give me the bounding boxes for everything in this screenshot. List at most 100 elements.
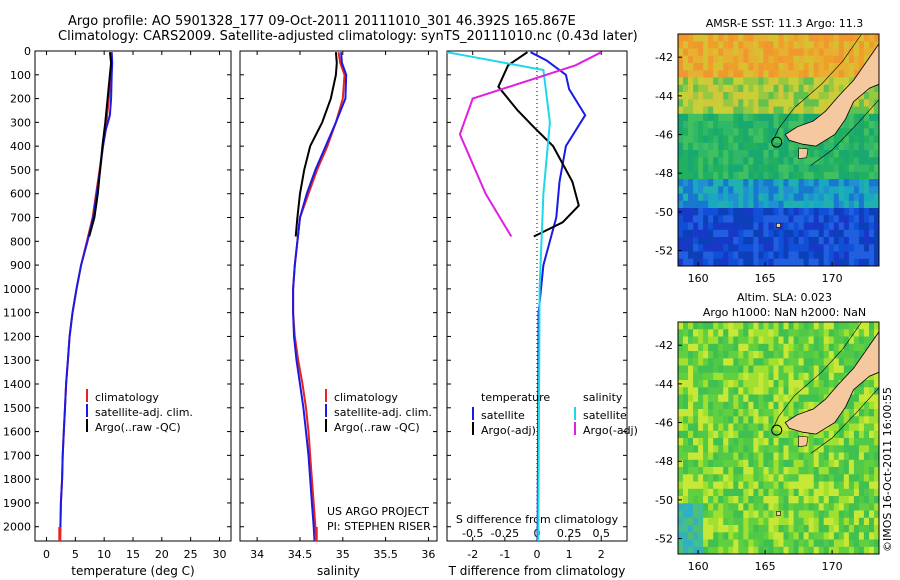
map-cell (813, 164, 820, 173)
map-cell (683, 525, 689, 533)
map-cell (758, 208, 764, 216)
map-cell (758, 416, 764, 424)
map-cell (763, 372, 769, 381)
map-cell (743, 251, 749, 260)
map-cell (833, 142, 840, 151)
map-cell (818, 48, 825, 57)
y-tick-label: 200 (10, 93, 31, 106)
map-cell (728, 322, 734, 330)
map-cell (738, 365, 744, 374)
map-cell (818, 467, 825, 475)
map-cell (688, 179, 694, 187)
map-cell (698, 208, 704, 216)
map-cell (874, 525, 880, 533)
map-cell (683, 92, 689, 100)
map-cell (793, 358, 799, 366)
map-cell (788, 438, 794, 446)
legend-label: Argo(..raw -QC) (95, 421, 181, 434)
map-cell (808, 430, 814, 439)
map-cell (813, 63, 820, 71)
map-cell (818, 380, 825, 388)
map-cell (728, 70, 734, 78)
map-cell (698, 510, 704, 519)
map-cell (773, 48, 779, 57)
map-cell (798, 84, 804, 93)
map-cell (838, 150, 845, 158)
map-cell (869, 237, 875, 245)
map-cell (738, 186, 744, 194)
map-cell (723, 510, 729, 519)
map-cell (813, 438, 820, 446)
map-cell (748, 394, 754, 403)
map-cell (768, 546, 774, 555)
map-cell (763, 445, 769, 453)
map-cell (743, 258, 749, 267)
map-cell (853, 329, 860, 337)
map-cell (703, 135, 709, 144)
map-cell (793, 539, 799, 548)
map-cell (693, 70, 699, 78)
map-cell (713, 539, 719, 548)
map-cell (698, 150, 704, 158)
map-cell (683, 84, 689, 93)
map-cell (803, 445, 809, 453)
map-cell (848, 394, 855, 403)
map-cell (703, 244, 709, 252)
map-cell (768, 222, 774, 231)
map-cell (728, 423, 734, 432)
map-cell (853, 208, 860, 216)
map-cell (733, 113, 739, 122)
map-cell (848, 452, 855, 461)
map-cell (848, 77, 855, 86)
map-cell (858, 343, 865, 352)
map-cell (693, 351, 699, 359)
map-cell (773, 546, 779, 555)
map-cell (703, 358, 709, 366)
map-cell (838, 55, 845, 64)
land-stewart-island (798, 147, 809, 160)
map-cell (808, 251, 814, 260)
map-cell (783, 546, 789, 555)
map-cell (678, 251, 684, 260)
map-cell (783, 380, 789, 388)
map-cell (698, 532, 704, 540)
map-cell (874, 157, 880, 165)
map-cell (803, 394, 809, 403)
map-cell (733, 380, 739, 388)
map-cell (748, 351, 754, 359)
map-cell (758, 99, 764, 107)
map-cell (853, 99, 860, 107)
map-cell (838, 237, 845, 245)
map-cell (738, 179, 744, 187)
map-cell (788, 525, 794, 533)
map-cell (838, 135, 845, 144)
map-cell (863, 41, 870, 49)
map-cell (823, 459, 830, 468)
map-cell (783, 244, 789, 252)
map-cell (823, 171, 830, 180)
map-cell (813, 358, 820, 366)
map-cell (748, 445, 754, 453)
map-cell (874, 380, 880, 388)
map-cell (678, 121, 684, 129)
map-cell (838, 41, 845, 49)
map-cell (838, 474, 845, 482)
map-cell (863, 113, 870, 122)
map-cell (743, 343, 749, 352)
map-cell (808, 336, 814, 345)
map-cell (733, 401, 739, 410)
map-cell (853, 438, 860, 446)
map-cell (748, 481, 754, 490)
map-cell (728, 193, 734, 202)
map-cell (863, 387, 870, 395)
map-cell (818, 171, 825, 180)
map-cell (863, 445, 870, 453)
map-cell (688, 387, 694, 395)
map-cell (688, 222, 694, 231)
map-cell (843, 48, 850, 57)
map-cell (848, 157, 855, 165)
map-cell (828, 84, 835, 93)
map-cell (763, 336, 769, 345)
map-cell (858, 409, 865, 417)
map-cell (753, 452, 759, 461)
